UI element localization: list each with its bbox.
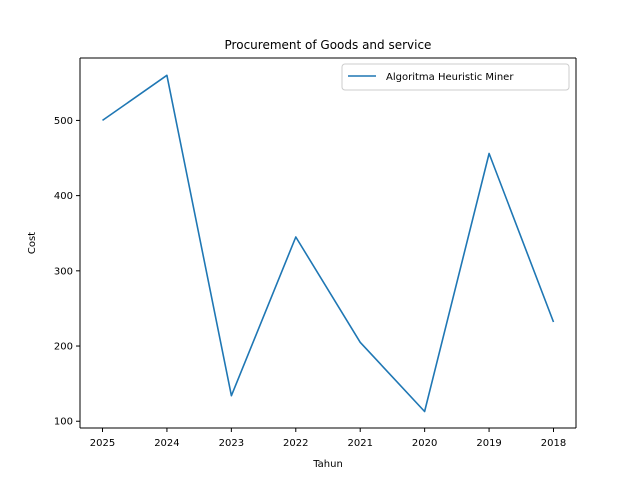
legend-label: Algoritma Heuristic Miner [386, 72, 514, 83]
x-tick-label: 2019 [476, 438, 501, 449]
x-tick-label: 2018 [541, 438, 566, 449]
y-tick-label: 200 [54, 342, 73, 353]
y-tick-label: 300 [54, 266, 73, 277]
legend: Algoritma Heuristic Miner [341, 63, 570, 91]
y-tick-label: 100 [54, 417, 73, 428]
y-axis-ticks: 100 200 300 400 500 [54, 116, 80, 428]
x-tick-label: 2024 [154, 438, 179, 449]
series-layer [102, 74, 555, 413]
x-tick-label: 2022 [283, 438, 308, 449]
plot-area [80, 58, 576, 428]
x-tick-label: 2020 [412, 438, 437, 449]
y-axis-label: Cost [27, 232, 38, 254]
chart-title: Procurement of Goods and service [225, 38, 432, 52]
y-tick-label: 500 [54, 116, 73, 127]
axes-frame [79, 57, 577, 429]
x-tick-label: 2023 [219, 438, 244, 449]
legend-box [341, 63, 570, 91]
x-axis-ticks: 2025 2024 2023 2022 2021 2020 2019 2018 [90, 428, 566, 449]
x-tick-label: 2025 [90, 438, 115, 449]
x-axis-label: Tahun [312, 459, 343, 470]
y-tick-label: 400 [54, 191, 73, 202]
x-tick-label: 2021 [347, 438, 372, 449]
series-line [102, 74, 555, 413]
